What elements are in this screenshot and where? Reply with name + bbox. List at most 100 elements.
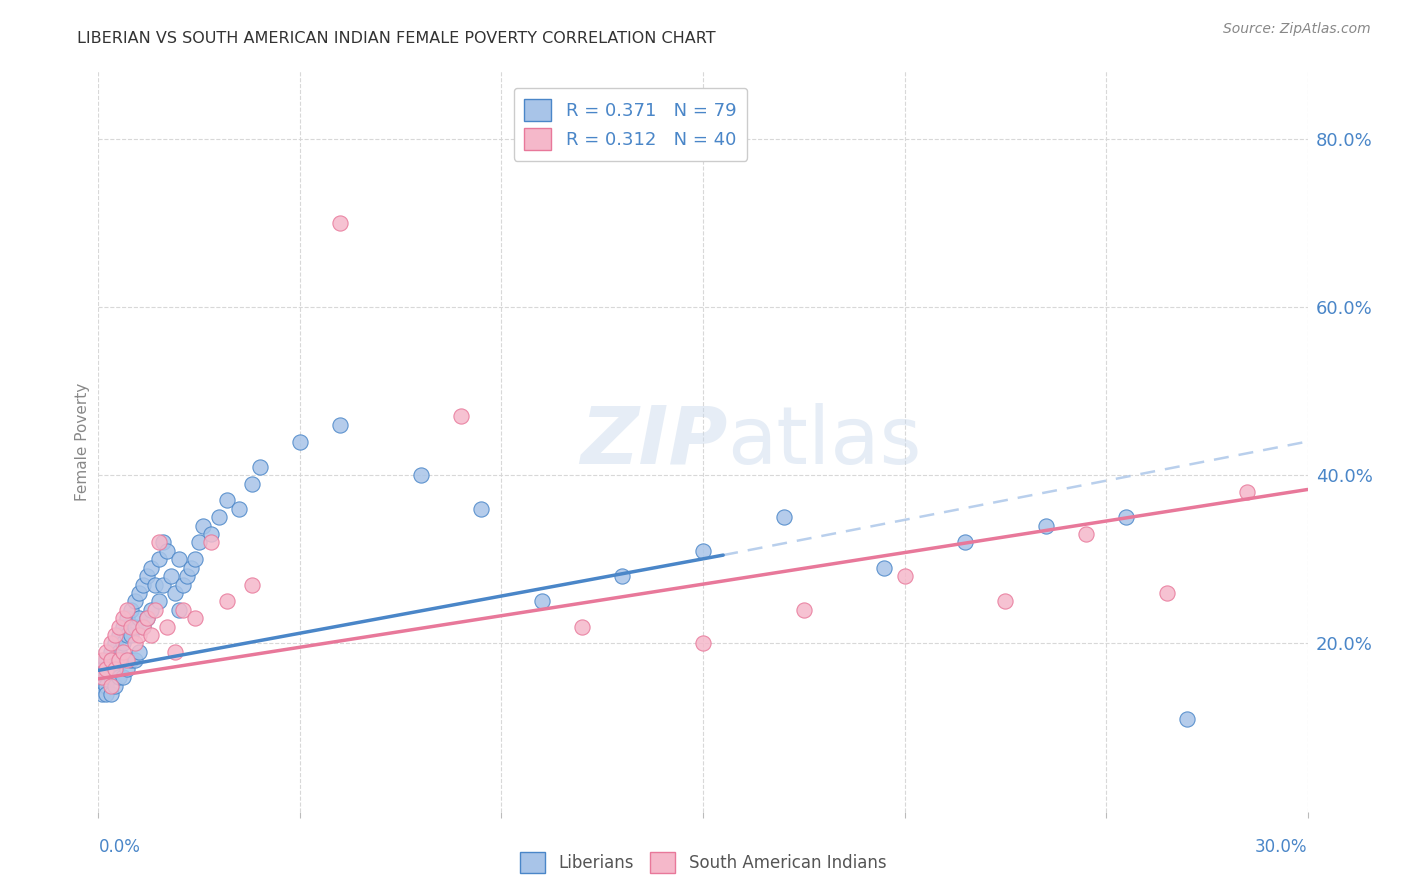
Point	[1035, 518, 1057, 533]
Point	[100, 687, 122, 701]
Point	[172, 603, 194, 617]
Point	[240, 577, 263, 591]
Point	[200, 535, 222, 549]
Point	[111, 653, 134, 667]
Point	[128, 586, 150, 600]
Point	[128, 628, 150, 642]
Point	[228, 501, 250, 516]
Point	[249, 459, 271, 474]
Point	[148, 535, 170, 549]
Point	[91, 687, 114, 701]
Point	[167, 603, 190, 617]
Point	[167, 552, 190, 566]
Point	[111, 611, 134, 625]
Point	[100, 679, 122, 693]
Point	[163, 645, 186, 659]
Point	[148, 552, 170, 566]
Point	[143, 577, 166, 591]
Point	[115, 603, 138, 617]
Point	[120, 603, 142, 617]
Point	[100, 636, 122, 650]
Point	[152, 535, 174, 549]
Point	[692, 544, 714, 558]
Legend: Liberians, South American Indians: Liberians, South American Indians	[513, 846, 893, 880]
Point	[100, 653, 122, 667]
Point	[148, 594, 170, 608]
Point	[571, 619, 593, 633]
Point	[470, 501, 492, 516]
Point	[156, 544, 179, 558]
Point	[96, 662, 118, 676]
Point	[612, 569, 634, 583]
Point	[163, 586, 186, 600]
Point	[1115, 510, 1137, 524]
Point	[100, 662, 122, 676]
Point	[124, 619, 146, 633]
Point	[124, 653, 146, 667]
Point	[409, 468, 432, 483]
Point	[120, 628, 142, 642]
Point	[107, 619, 129, 633]
Point	[288, 434, 311, 449]
Point	[96, 687, 118, 701]
Point	[100, 645, 122, 659]
Point	[135, 569, 157, 583]
Point	[217, 493, 239, 508]
Point	[200, 527, 222, 541]
Point	[124, 636, 146, 650]
Point	[96, 662, 118, 676]
Point	[103, 636, 125, 650]
Point	[152, 577, 174, 591]
Point	[120, 619, 142, 633]
Point	[111, 645, 134, 659]
Point	[91, 653, 114, 667]
Point	[450, 409, 472, 424]
Point	[208, 510, 231, 524]
Point	[873, 560, 896, 574]
Point	[132, 577, 155, 591]
Point	[103, 628, 125, 642]
Point	[91, 670, 114, 684]
Point	[240, 476, 263, 491]
Point	[329, 216, 352, 230]
Point	[217, 594, 239, 608]
Point	[100, 653, 122, 667]
Text: 30.0%: 30.0%	[1256, 838, 1308, 856]
Point	[139, 628, 162, 642]
Point	[103, 662, 125, 676]
Point	[91, 679, 114, 693]
Text: LIBERIAN VS SOUTH AMERICAN INDIAN FEMALE POVERTY CORRELATION CHART: LIBERIAN VS SOUTH AMERICAN INDIAN FEMALE…	[77, 31, 716, 46]
Point	[96, 653, 118, 667]
Point	[329, 417, 352, 432]
Point	[188, 535, 211, 549]
Point	[107, 628, 129, 642]
Text: Source: ZipAtlas.com: Source: ZipAtlas.com	[1223, 22, 1371, 37]
Point	[115, 662, 138, 676]
Point	[994, 594, 1017, 608]
Point	[111, 636, 134, 650]
Point	[91, 670, 114, 684]
Point	[115, 611, 138, 625]
Point	[115, 628, 138, 642]
Point	[128, 645, 150, 659]
Point	[96, 645, 118, 659]
Point	[115, 653, 138, 667]
Point	[1175, 712, 1198, 726]
Point	[111, 619, 134, 633]
Point	[156, 619, 179, 633]
Point	[107, 653, 129, 667]
Point	[176, 569, 198, 583]
Point	[107, 645, 129, 659]
Point	[96, 679, 118, 693]
Point	[793, 603, 815, 617]
Point	[128, 611, 150, 625]
Point	[953, 535, 976, 549]
Point	[124, 594, 146, 608]
Point	[91, 662, 114, 676]
Point	[135, 611, 157, 625]
Point	[772, 510, 794, 524]
Point	[1156, 586, 1178, 600]
Point	[96, 670, 118, 684]
Point	[1236, 485, 1258, 500]
Point	[184, 611, 207, 625]
